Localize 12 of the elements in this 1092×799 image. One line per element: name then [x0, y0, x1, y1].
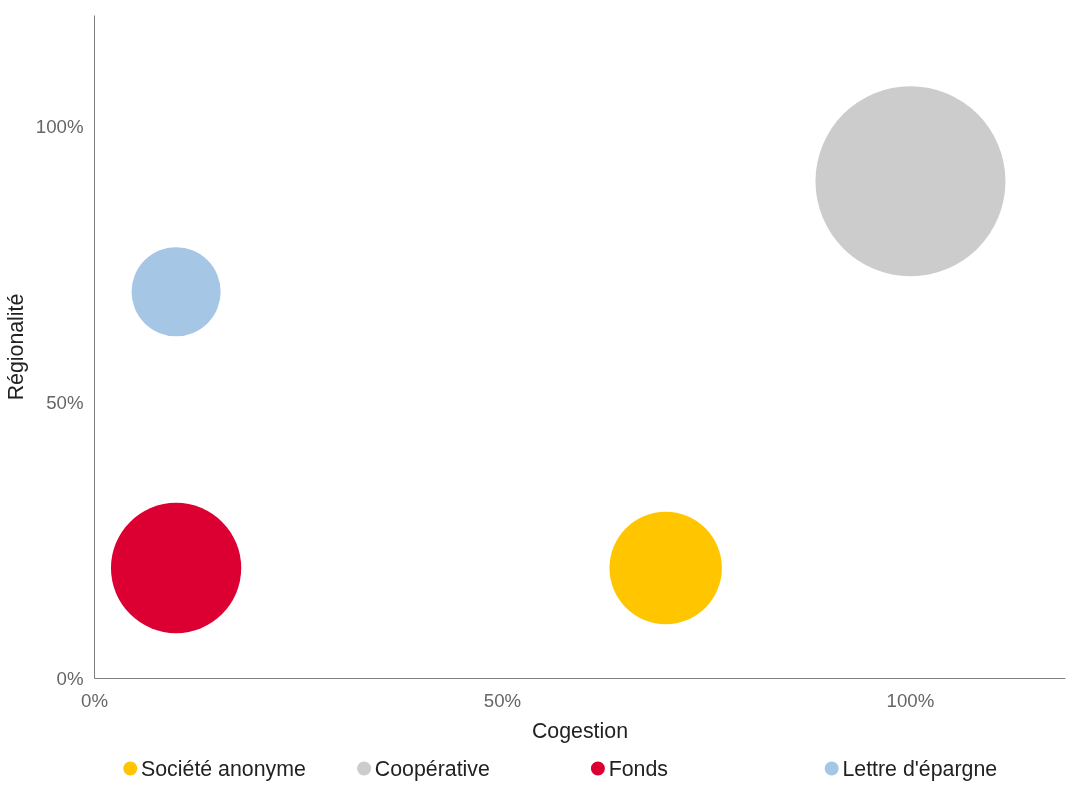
y-axis-title: Régionalité	[3, 293, 28, 401]
legend-label: Fonds	[608, 756, 668, 781]
x-tick-label: 50%	[483, 689, 522, 711]
legend-label: Société anonyme	[141, 756, 306, 781]
x-tick-label: 0%	[81, 689, 108, 711]
legend-label: Lettre d'épargne	[842, 756, 998, 781]
legend-label: Coopérative	[374, 756, 490, 781]
x-tick-label: 100%	[886, 689, 935, 711]
y-tick-label: 50%	[46, 391, 84, 413]
y-tick-label: 0%	[56, 668, 84, 689]
y-tick-label: 100%	[35, 115, 84, 137]
x-axis-title: Cogestion	[531, 718, 629, 743]
